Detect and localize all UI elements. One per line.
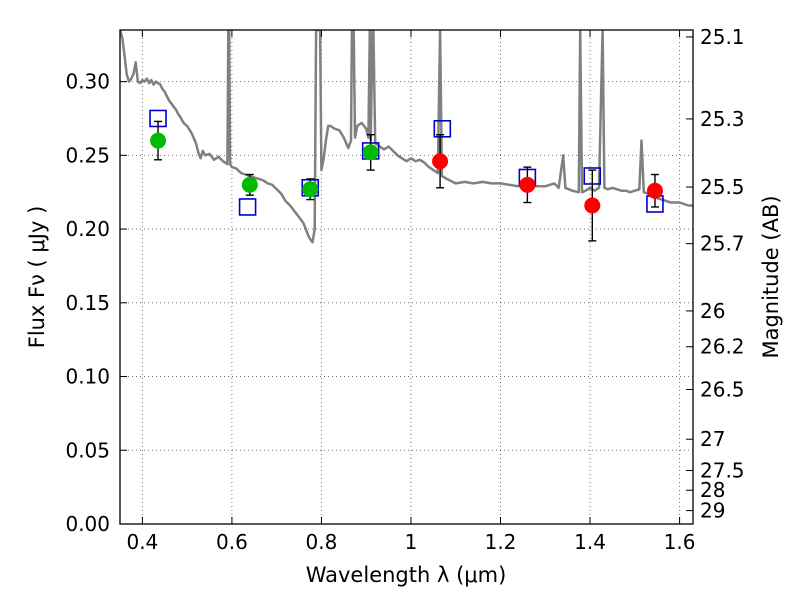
x-tick-label: 0.6	[216, 530, 248, 554]
x-tick-label: 1.4	[574, 530, 606, 554]
right-tick-label: 28	[700, 478, 725, 502]
data-point	[241, 176, 258, 193]
y-tick-label: 0.00	[65, 512, 110, 536]
right-tick-label: 26	[700, 299, 725, 323]
data-point	[646, 182, 663, 199]
x-tick-label: 1	[405, 530, 418, 554]
x-tick-label: 0.4	[126, 530, 158, 554]
right-tick-label: 25.7	[700, 232, 745, 256]
spectrum-line	[120, 30, 693, 244]
right-tick-label: 25.1	[700, 25, 745, 49]
x-tick-label: 0.8	[306, 530, 338, 554]
plot-frame	[119, 29, 694, 525]
y-tick-label: 0.10	[65, 365, 110, 389]
right-tick-label: 27	[700, 427, 725, 451]
x-tick-label: 1.2	[485, 530, 517, 554]
data-point	[432, 153, 449, 170]
y-axis-label: Flux Fν ( μJy )	[25, 206, 49, 349]
data-point	[302, 181, 319, 198]
grid	[120, 30, 693, 524]
right-tick-label: 25.3	[700, 107, 745, 131]
x-axis-label: Wavelength λ (μm)	[306, 563, 507, 587]
right-tick-label: 29	[700, 499, 725, 523]
tick-labels: 0.4 0.6 0.8 1 1.2 1.4 1.6 0.00 0.05 0.10 0.15 0.20 0…	[65, 25, 744, 554]
ticks	[120, 30, 693, 525]
y-tick-label: 0.15	[65, 291, 110, 315]
x-tick-label: 1.6	[664, 530, 696, 554]
y-tick-label: 0.25	[65, 143, 110, 167]
right-tick-label: 26.2	[700, 335, 745, 359]
model-square	[238, 198, 257, 216]
right-tick-label: 25.5	[700, 175, 745, 199]
right-tick-label: 26.5	[700, 378, 745, 402]
right-axis-label: Magnitude (AB)	[759, 195, 783, 358]
data-point	[150, 132, 167, 149]
y-tick-label: 0.30	[65, 70, 110, 94]
data-point	[584, 197, 601, 214]
data-point	[519, 176, 536, 193]
y-tick-label: 0.05	[65, 438, 110, 462]
plot-area	[120, 30, 693, 244]
data-point	[362, 144, 379, 161]
y-tick-label: 0.20	[65, 217, 110, 241]
model-square	[433, 120, 452, 138]
right-tick-label: 27.5	[700, 458, 745, 482]
